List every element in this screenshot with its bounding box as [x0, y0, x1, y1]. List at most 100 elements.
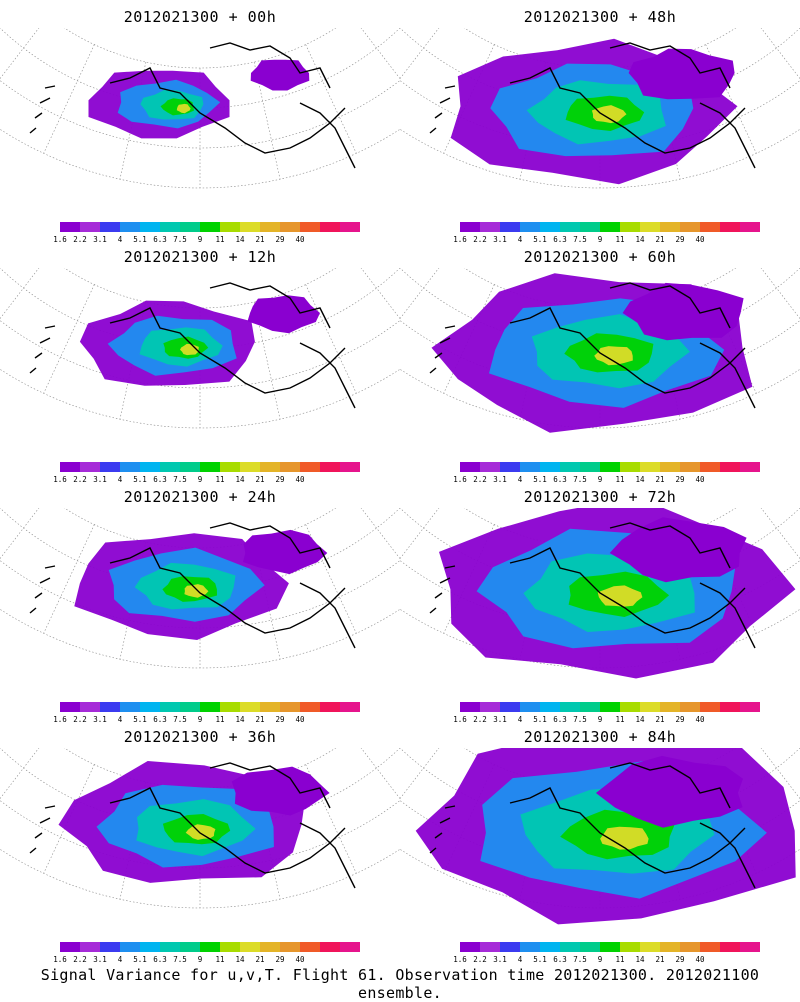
colorbar-tick-label: 2.2 [73, 235, 87, 244]
colorbar-segment [740, 702, 760, 712]
colorbar-tick-label: 2.2 [473, 475, 487, 484]
colorbar-segment [740, 942, 760, 952]
colorbar-tick-label: 7.5 [573, 475, 587, 484]
colorbar-tick-label: 9 [197, 475, 203, 484]
colorbar-segment [140, 702, 160, 712]
colorbar-segment [520, 702, 540, 712]
colorbar-segment [700, 462, 720, 472]
colorbar-labels: 1.6 2.2 3.1 4 5.1 6.3 7.5 9 11 14 21 29 40 [53, 715, 360, 725]
colorbar [460, 462, 760, 472]
colorbar-tick-label: 9 [597, 235, 603, 244]
colorbar-segment [480, 702, 500, 712]
colorbar-segment [300, 222, 320, 232]
variance-field [450, 38, 738, 185]
colorbar-segment [620, 462, 640, 472]
colorbar-segment [720, 942, 740, 952]
coastlines [429, 522, 756, 649]
colorbar-tick-label: 40 [695, 235, 705, 244]
colorbar-segment [580, 702, 600, 712]
colorbar-tick-label: 5.1 [533, 715, 547, 724]
colorbar-segment [520, 462, 540, 472]
colorbar-tick-label: 29 [275, 955, 285, 964]
colorbar-tick-label: 2.2 [73, 955, 87, 964]
colorbar-tick-label: 6.3 [553, 715, 567, 724]
colorbar-tick-label: 9 [197, 715, 203, 724]
colorbar-segment [580, 222, 600, 232]
colorbar-segment [540, 462, 560, 472]
colorbar-segment [200, 462, 220, 472]
colorbar-segment [660, 462, 680, 472]
colorbar-segment [680, 462, 700, 472]
panel-title: 2012021300 + 36h [123, 728, 277, 746]
colorbar-tick-label: 21 [255, 715, 265, 724]
colorbar-tick-label: 6.3 [153, 235, 167, 244]
colorbar-tick-label: 1.6 [53, 715, 67, 724]
colorbar-tick-label: 1.6 [453, 955, 467, 964]
colorbar-tick-label: 14 [235, 715, 245, 724]
colorbar-tick-label: 21 [655, 235, 665, 244]
panel-title: 2012021300 + 84h [523, 728, 677, 746]
colorbar-segment [700, 222, 720, 232]
colorbar-tick-label: 11 [215, 715, 225, 724]
colorbar-tick-label: 40 [295, 475, 305, 484]
colorbar-tick-label: 5.1 [533, 235, 547, 244]
colorbar-tick-label: 3.1 [93, 715, 107, 724]
colorbar-segment [220, 222, 240, 232]
colorbar-tick-label: 14 [235, 235, 245, 244]
colorbar-tick-label: 21 [255, 955, 265, 964]
colorbar-segment [160, 702, 180, 712]
variance-map [0, 268, 400, 429]
colorbar-tick-label: 29 [275, 235, 285, 244]
colorbar-segment [620, 702, 640, 712]
colorbar-tick-label: 3.1 [93, 475, 107, 484]
forecast-panel: 2012021300 + 24h 1.6 2.2 3.1 4 5.1 6.3 7.5 9 11 14… [0, 480, 400, 724]
colorbar-segment [700, 702, 720, 712]
colorbar-segment [520, 942, 540, 952]
coastlines [429, 42, 756, 169]
colorbar-segment [200, 942, 220, 952]
colorbar-tick-label: 6.3 [153, 475, 167, 484]
colorbar-tick-label: 1.6 [453, 715, 467, 724]
variance-map [0, 28, 400, 189]
colorbar-tick-label: 2.2 [473, 235, 487, 244]
colorbar-segment [280, 942, 300, 952]
colorbar-segment [660, 942, 680, 952]
colorbar [60, 942, 360, 952]
colorbar-segment [600, 702, 620, 712]
colorbar-segment [140, 222, 160, 232]
colorbar-tick-label: 7.5 [573, 715, 587, 724]
colorbar-segment [200, 222, 220, 232]
colorbar-segment [340, 222, 360, 232]
colorbar-segment [620, 942, 640, 952]
colorbar-segment [220, 702, 240, 712]
colorbar-tick-label: 4 [117, 715, 123, 724]
colorbar-segment [480, 222, 500, 232]
colorbar-tick-label: 7.5 [573, 235, 587, 244]
colorbar-segment [340, 702, 360, 712]
colorbar-segment [520, 222, 540, 232]
colorbar-tick-label: 6.3 [553, 955, 567, 964]
variance-field [74, 529, 328, 640]
colorbar-segment [60, 702, 80, 712]
colorbar-segment [720, 702, 740, 712]
colorbar-segment [560, 702, 580, 712]
colorbar-tick-label: 21 [655, 955, 665, 964]
colorbar-segment [660, 222, 680, 232]
colorbar-segment [300, 702, 320, 712]
coastlines [29, 42, 356, 169]
colorbar-tick-label: 1.6 [53, 955, 67, 964]
colorbar-tick-label: 3.1 [93, 955, 107, 964]
panel-title: 2012021300 + 12h [123, 248, 277, 266]
colorbar-tick-label: 11 [215, 955, 225, 964]
forecast-panel: 2012021300 + 60h 1.6 2.2 3.1 4 5.1 6.3 7.5 9 11 14… [400, 240, 800, 484]
forecast-panel: 2012021300 + 84h 1.6 2.2 3.1 4 5.1 6.3 7.5 9 11 14… [400, 720, 800, 964]
colorbar-tick-label: 21 [255, 235, 265, 244]
variance-field [431, 273, 753, 433]
colorbar-tick-label: 14 [635, 715, 645, 724]
colorbar-segment [240, 462, 260, 472]
colorbar-segment [80, 222, 100, 232]
colorbar-tick-label: 29 [675, 715, 685, 724]
colorbar-segment [560, 222, 580, 232]
colorbar-segment [100, 222, 120, 232]
colorbar-segment [320, 222, 340, 232]
